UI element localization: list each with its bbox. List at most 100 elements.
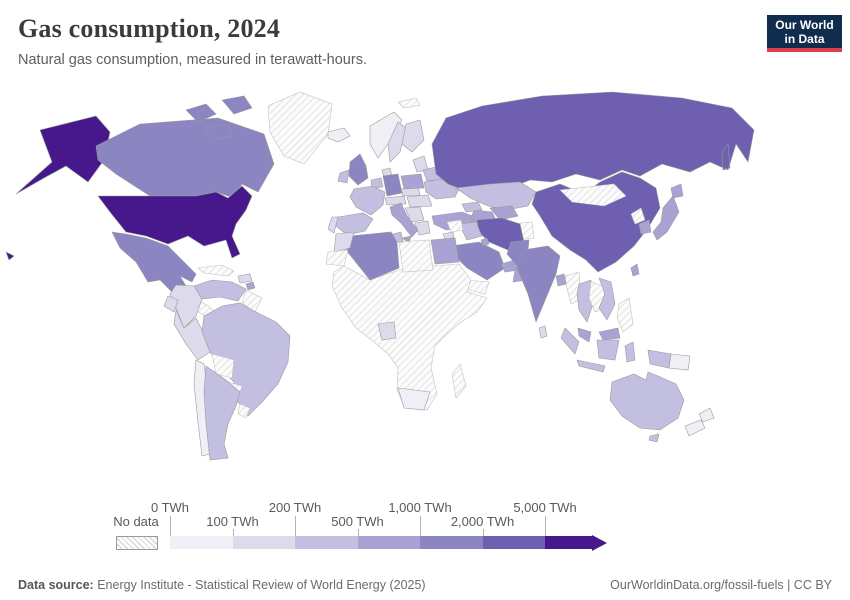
country-united-states[interactable] bbox=[97, 185, 253, 259]
legend-no-data-label: No data bbox=[113, 514, 159, 529]
legend-tick-label-2000: 2,000 TWh bbox=[450, 514, 515, 529]
country-south-africa[interactable] bbox=[397, 387, 431, 411]
country-mexico[interactable] bbox=[111, 231, 197, 293]
country-madagascar[interactable] bbox=[451, 363, 467, 399]
country-malaysia[interactable] bbox=[577, 327, 621, 343]
legend-segment-1[interactable] bbox=[232, 536, 295, 549]
country-philippines[interactable] bbox=[616, 297, 634, 333]
country-balkans[interactable] bbox=[404, 206, 425, 223]
country-south-korea[interactable] bbox=[638, 219, 652, 235]
country-portugal[interactable] bbox=[327, 216, 339, 234]
data-source-note: Data source: Energy Institute - Statisti… bbox=[18, 578, 426, 592]
country-kazakhstan[interactable] bbox=[455, 181, 537, 211]
country-greece[interactable] bbox=[414, 220, 431, 236]
country-uruguay[interactable] bbox=[237, 403, 251, 419]
legend-segment-0[interactable] bbox=[170, 536, 233, 549]
country-caucasus[interactable] bbox=[461, 201, 483, 213]
country-nigeria[interactable] bbox=[377, 321, 397, 341]
country-japan[interactable] bbox=[652, 183, 684, 241]
legend-tick bbox=[420, 516, 421, 536]
country-ecuador[interactable] bbox=[163, 295, 179, 313]
country-argentina[interactable] bbox=[203, 365, 241, 461]
country-ireland[interactable] bbox=[337, 169, 350, 184]
country-iceland[interactable] bbox=[327, 127, 351, 143]
legend-tick-label-5000: 5,000 TWh bbox=[513, 500, 577, 515]
country-uzbekistan[interactable] bbox=[489, 205, 519, 221]
country-poland[interactable] bbox=[400, 173, 425, 190]
country-united-states-hawaii[interactable] bbox=[5, 251, 15, 261]
region-africa-no-data[interactable] bbox=[331, 263, 488, 411]
country-canada-islands[interactable] bbox=[185, 95, 253, 141]
country-india[interactable] bbox=[516, 245, 561, 323]
country-cuba[interactable] bbox=[197, 264, 235, 277]
country-colombia[interactable] bbox=[169, 284, 203, 329]
country-new-zealand[interactable] bbox=[684, 407, 715, 437]
country-mongolia[interactable] bbox=[559, 183, 627, 207]
legend-tick bbox=[232, 529, 234, 536]
legend-arrow-tip bbox=[592, 534, 607, 551]
legend-segment-6[interactable] bbox=[545, 536, 592, 549]
country-indonesia[interactable] bbox=[560, 327, 672, 373]
country-france[interactable] bbox=[349, 185, 386, 216]
country-russia[interactable] bbox=[431, 91, 755, 191]
chart-header: Gas consumption, 2024 Natural gas consum… bbox=[18, 14, 367, 68]
page-title: Gas consumption, 2024 bbox=[18, 14, 281, 43]
legend-tick-label-200: 200 TWh bbox=[268, 500, 322, 515]
country-united-states-alaska[interactable] bbox=[15, 115, 111, 195]
world-choropleth-map bbox=[0, 86, 850, 488]
page-subtitle: Natural gas consumption, measured in ter… bbox=[18, 52, 367, 68]
owid-credit-link[interactable]: OurWorldinData.org/fossil-fuels | CC BY bbox=[610, 578, 832, 592]
owid-logo-line1: Our World bbox=[775, 17, 834, 32]
country-bangladesh[interactable] bbox=[555, 273, 567, 287]
country-svalbard[interactable] bbox=[397, 97, 421, 109]
country-belgium-netherlands[interactable] bbox=[370, 177, 384, 189]
country-canada[interactable] bbox=[95, 117, 275, 199]
country-syria[interactable] bbox=[446, 219, 464, 233]
legend-tick bbox=[170, 516, 171, 536]
legend-segment-2[interactable] bbox=[295, 536, 358, 549]
country-kuwait[interactable] bbox=[480, 237, 490, 247]
country-switzerland-austria[interactable] bbox=[384, 195, 407, 206]
country-tasmania[interactable] bbox=[648, 433, 660, 443]
legend-tick bbox=[482, 529, 484, 536]
legend-tick bbox=[545, 516, 546, 536]
country-north-korea[interactable] bbox=[630, 207, 646, 225]
legend-segment-5[interactable] bbox=[482, 536, 545, 549]
legend-no-data-swatch[interactable] bbox=[116, 536, 158, 550]
country-romania-hungary[interactable] bbox=[406, 194, 433, 208]
country-taiwan[interactable] bbox=[630, 263, 640, 277]
owid-logo-line2: in Data bbox=[784, 31, 825, 46]
chart-footer: Data source: Energy Institute - Statisti… bbox=[0, 578, 850, 592]
legend-tick-label-1000: 1,000 TWh bbox=[388, 500, 452, 515]
country-sri-lanka[interactable] bbox=[538, 325, 548, 339]
country-italy[interactable] bbox=[389, 202, 419, 244]
country-vietnam[interactable] bbox=[598, 277, 616, 321]
country-egypt[interactable] bbox=[430, 237, 460, 265]
country-iraq[interactable] bbox=[458, 221, 483, 241]
country-libya[interactable] bbox=[398, 239, 434, 273]
country-china[interactable] bbox=[531, 171, 661, 273]
legend-segment-3[interactable] bbox=[357, 536, 420, 549]
legend-segment-4[interactable] bbox=[420, 536, 483, 549]
legend-color-bar[interactable] bbox=[170, 536, 592, 549]
owid-logo: Our World in Data bbox=[767, 15, 842, 52]
legend-tick-label-0: 0 TWh bbox=[150, 500, 190, 515]
country-australia[interactable] bbox=[609, 371, 685, 431]
map-canvas bbox=[5, 91, 755, 461]
country-germany[interactable] bbox=[382, 173, 403, 197]
country-bolivia[interactable] bbox=[211, 353, 235, 379]
country-finland[interactable] bbox=[401, 119, 425, 153]
legend-tick-label-100: 100 TWh bbox=[206, 514, 259, 529]
legend-tick bbox=[295, 516, 296, 536]
country-trinidad[interactable] bbox=[245, 281, 256, 291]
country-western-sahara[interactable] bbox=[325, 249, 349, 267]
country-hispaniola[interactable] bbox=[237, 273, 253, 284]
country-papua-new-guinea[interactable] bbox=[668, 353, 691, 371]
legend-tick-label-500: 500 TWh bbox=[331, 514, 384, 529]
country-morocco[interactable] bbox=[333, 231, 355, 253]
country-thailand[interactable] bbox=[576, 279, 594, 323]
country-greenland[interactable] bbox=[267, 91, 333, 165]
country-venezuela[interactable] bbox=[193, 279, 247, 302]
data-source-label: Data source: bbox=[18, 578, 94, 592]
country-united-kingdom[interactable] bbox=[348, 153, 369, 186]
